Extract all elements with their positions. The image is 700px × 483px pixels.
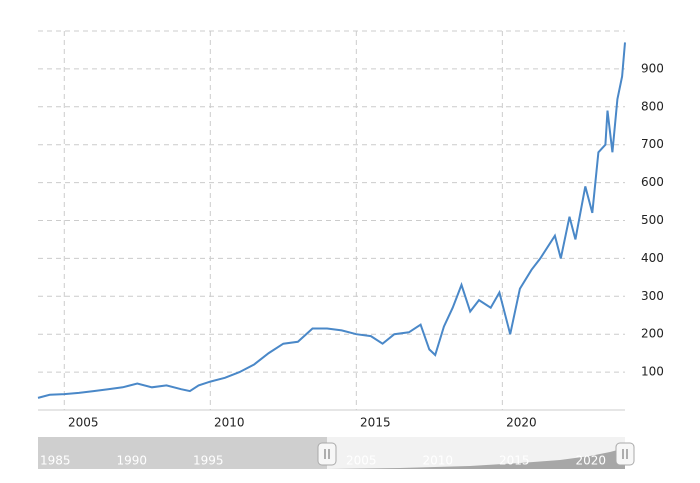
x-tick-label: 2015	[360, 416, 391, 430]
navigator-label: 2020	[576, 454, 607, 468]
navigator-handle-right[interactable]	[615, 442, 635, 466]
y-tick-label: 200	[641, 327, 664, 341]
y-tick-label: 700	[641, 137, 664, 151]
navigator-label: 1985	[40, 454, 71, 468]
x-tick-label: 2020	[506, 416, 537, 430]
navigator-handle-left[interactable]	[317, 442, 337, 466]
x-tick-label: 2010	[214, 416, 245, 430]
y-tick-label: 800	[641, 99, 664, 113]
x-tick-label: 2005	[68, 416, 99, 430]
navigator-mask	[38, 437, 327, 469]
navigator-label: 2005	[346, 454, 377, 468]
y-tick-label: 100	[641, 365, 664, 379]
navigator: 1985 1990 1995 2005 2010 2015 2020	[38, 437, 635, 469]
price-line	[37, 42, 626, 399]
y-tick-label: 300	[641, 289, 664, 303]
y-tick-label: 500	[641, 213, 664, 227]
navigator-label: 2010	[423, 454, 454, 468]
navigator-label: 2015	[499, 454, 530, 468]
navigator-area	[327, 448, 625, 469]
navigator-label: 1990	[117, 454, 148, 468]
navigator-label: 1995	[193, 454, 224, 468]
y-tick-label: 400	[641, 251, 664, 265]
y-tick-label: 900	[641, 61, 664, 75]
y-tick-label: 600	[641, 175, 664, 189]
